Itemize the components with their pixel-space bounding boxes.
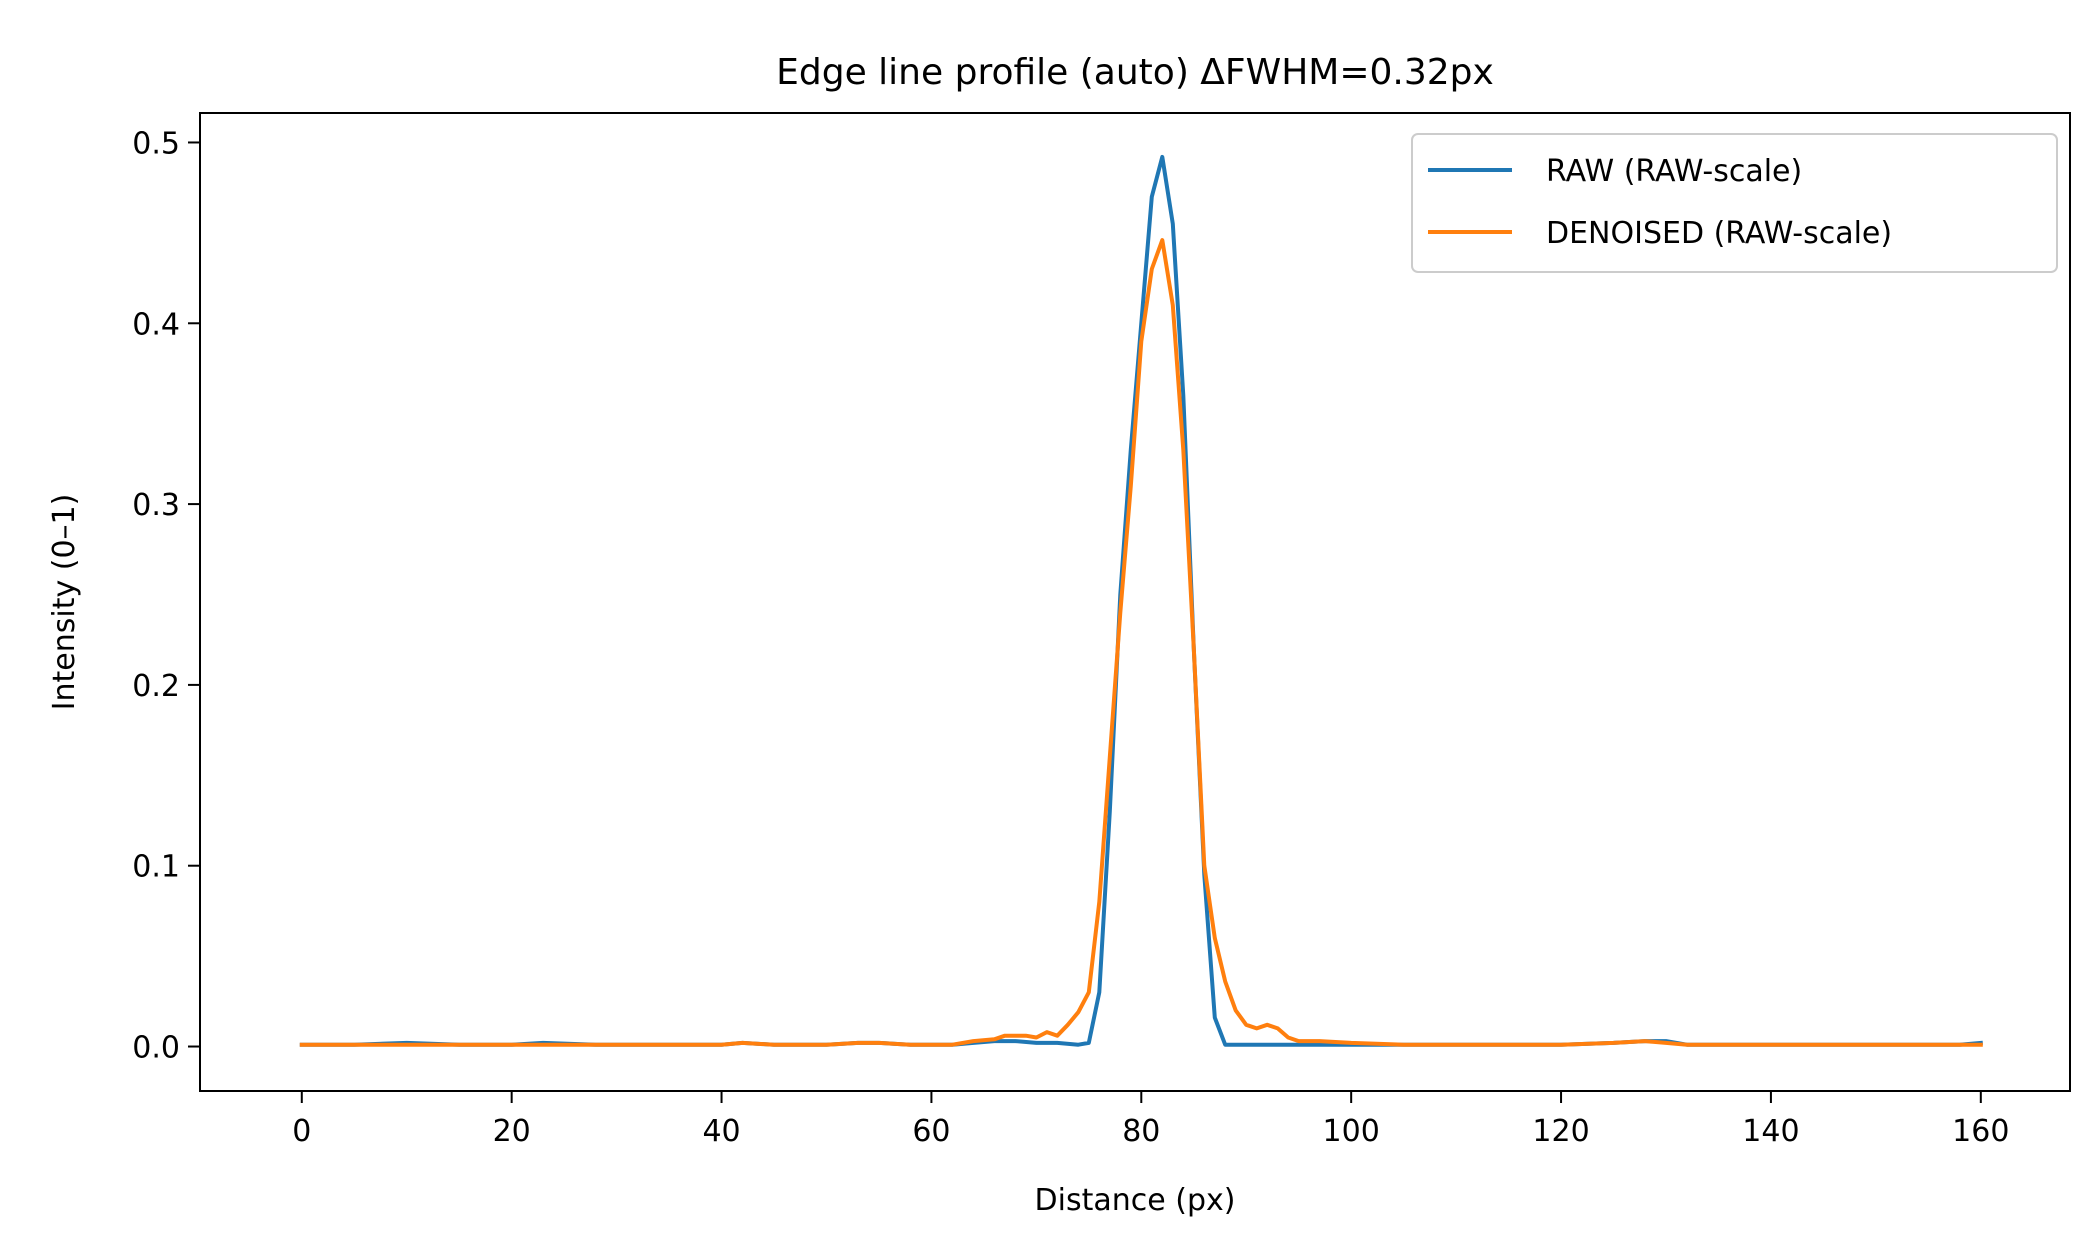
series-line-denoised <box>299 238 1983 1047</box>
plot-area <box>199 112 2071 1092</box>
x-tick-label: 100 <box>1323 1114 1380 1149</box>
x-tick-label: 120 <box>1532 1114 1589 1149</box>
chart-title: Edge line profile (auto) ΔFWHM=0.32px <box>776 52 1494 93</box>
y-tick-label: 0.3 <box>132 488 180 523</box>
series-layer <box>299 154 1983 1047</box>
x-axis-label: Distance (px) <box>1035 1183 1236 1218</box>
legend: RAW (RAW-scale) DENOISED (RAW-scale) <box>1411 133 2058 273</box>
y-tick-label: 0.4 <box>132 307 180 342</box>
x-tick-label: 40 <box>702 1114 740 1149</box>
y-axis-ticks: 0.0 0.1 0.2 0.3 0.4 0.5 <box>132 126 200 1066</box>
legend-frame <box>1411 133 2058 273</box>
y-tick-label: 0.5 <box>132 126 180 161</box>
y-tick-label: 0.2 <box>132 669 180 704</box>
x-tick-label: 80 <box>1122 1114 1160 1149</box>
x-tick-label: 20 <box>493 1114 531 1149</box>
x-tick-label: 60 <box>912 1114 950 1149</box>
x-axis-ticks: 0 20 40 60 80 100 120 140 160 <box>292 1091 2009 1149</box>
legend-label-denoised: DENOISED (RAW-scale) <box>1546 216 1892 251</box>
plot-frame <box>199 112 2071 1092</box>
x-tick-label: 140 <box>1742 1114 1799 1149</box>
y-tick-label: 0.0 <box>132 1031 180 1066</box>
x-tick-label: 0 <box>292 1114 311 1149</box>
x-tick-label: 160 <box>1952 1114 2009 1149</box>
legend-label-raw: RAW (RAW-scale) <box>1546 154 1802 189</box>
y-axis-label: Intensity (0–1) <box>47 494 82 711</box>
y-tick-label: 0.1 <box>132 850 180 885</box>
